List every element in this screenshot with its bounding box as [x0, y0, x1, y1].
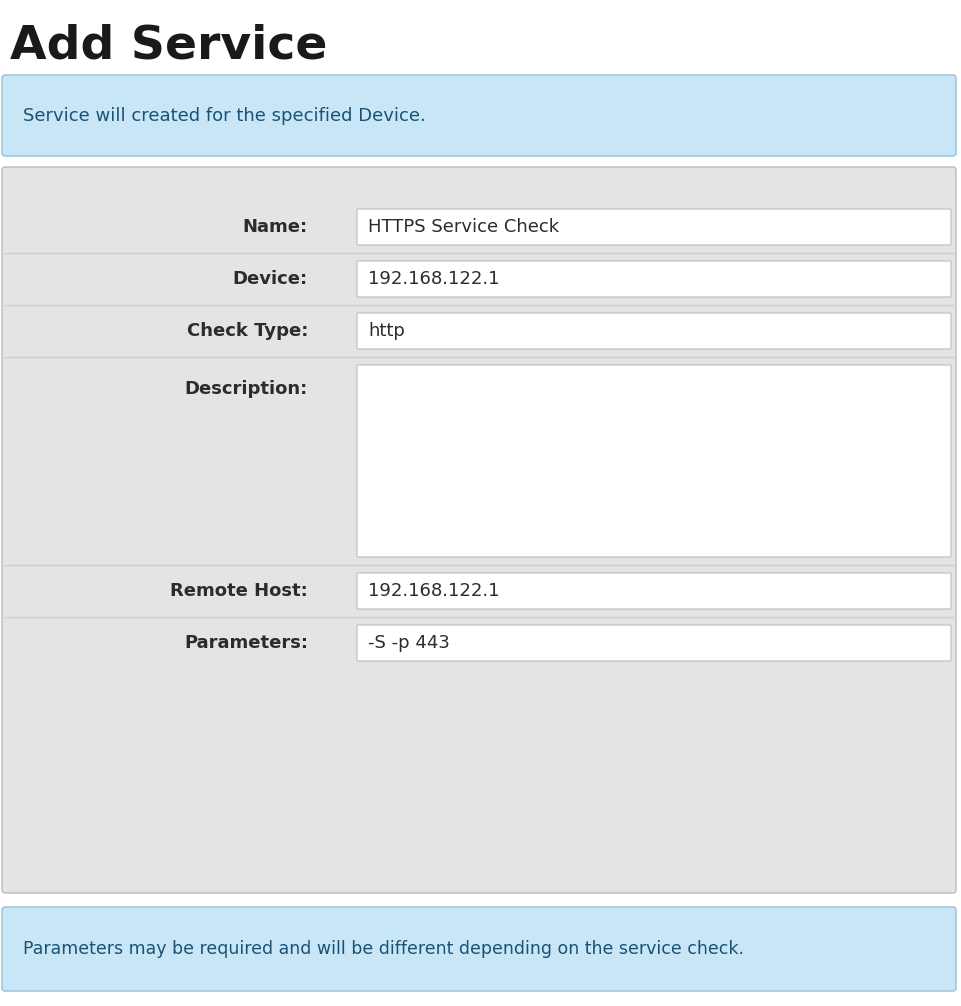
Text: Name:: Name:	[243, 218, 308, 236]
FancyBboxPatch shape	[2, 907, 956, 991]
FancyBboxPatch shape	[2, 75, 956, 156]
Text: HTTPS Service Check: HTTPS Service Check	[368, 218, 559, 236]
Text: Remote Host:: Remote Host:	[170, 582, 308, 600]
FancyBboxPatch shape	[357, 365, 951, 557]
Text: Description:: Description:	[185, 380, 308, 398]
Text: Parameters may be required and will be different depending on the service check.: Parameters may be required and will be d…	[23, 940, 744, 958]
Text: Check Type:: Check Type:	[186, 322, 308, 340]
Text: 192.168.122.1: 192.168.122.1	[368, 582, 500, 600]
Text: 192.168.122.1: 192.168.122.1	[368, 270, 500, 288]
FancyBboxPatch shape	[357, 625, 951, 661]
Text: Service will created for the specified Device.: Service will created for the specified D…	[23, 107, 426, 125]
Text: Device:: Device:	[233, 270, 308, 288]
Text: Add Service: Add Service	[10, 23, 328, 68]
Text: -S -p 443: -S -p 443	[368, 634, 450, 652]
FancyBboxPatch shape	[357, 573, 951, 609]
FancyBboxPatch shape	[357, 209, 951, 245]
Text: Parameters:: Parameters:	[184, 634, 308, 652]
FancyBboxPatch shape	[357, 313, 951, 349]
Text: http: http	[368, 322, 405, 340]
FancyBboxPatch shape	[2, 167, 956, 893]
FancyBboxPatch shape	[357, 261, 951, 297]
